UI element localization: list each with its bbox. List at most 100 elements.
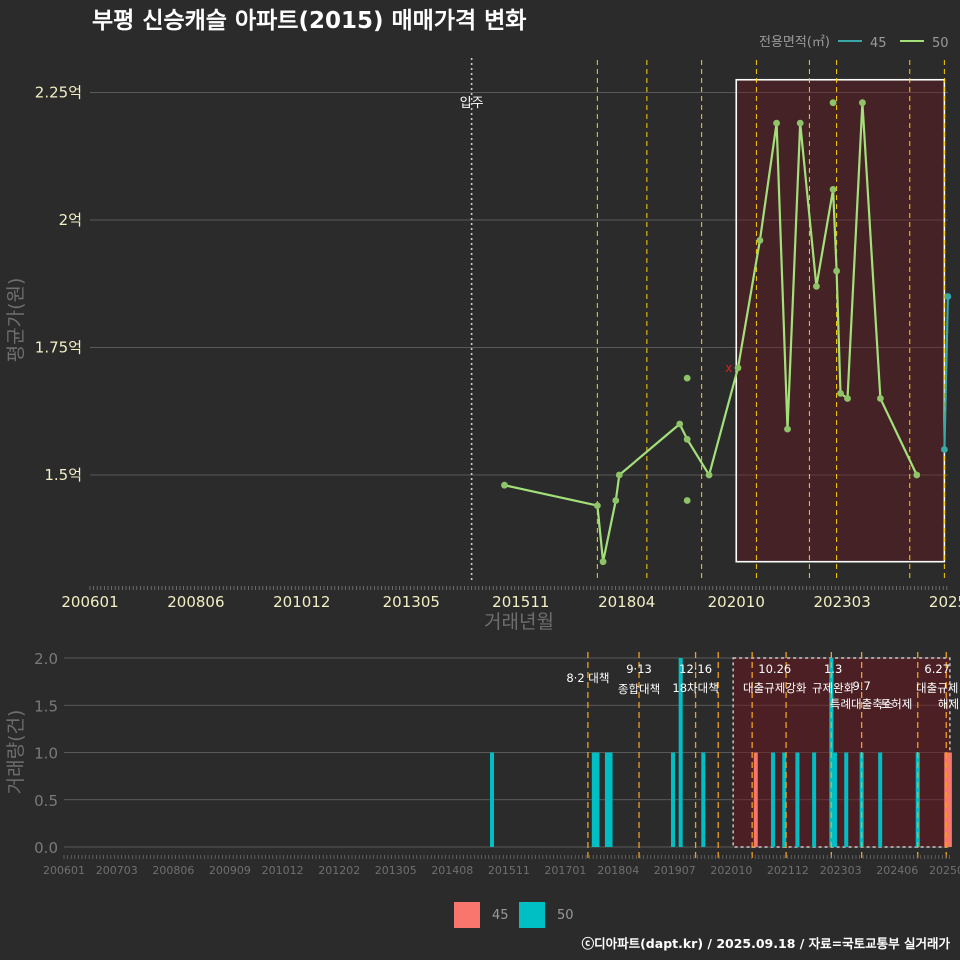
bottom-xtick-label: 201012 — [262, 864, 304, 877]
bottom-legend-label-45: 45 — [492, 908, 509, 923]
bottom-xtick-label: 200601 — [43, 864, 85, 877]
top-xtick-label: 200601 — [61, 593, 118, 611]
bottom-xtick-label: 201511 — [488, 864, 530, 877]
volume-bar-50 — [604, 752, 609, 847]
top-xtick-label: 201012 — [273, 593, 330, 611]
series-point-50 — [859, 99, 866, 107]
legend-label-50: 50 — [932, 36, 949, 51]
bottom-xtick-label: 202010 — [710, 864, 752, 877]
bottom-ytick-label: 1.5 — [34, 697, 58, 715]
series-point-50 — [615, 471, 623, 479]
move-in-label: 입주 — [460, 96, 484, 111]
bottom-xtick-label: 201202 — [318, 864, 360, 877]
policy-date-label: 9.7 — [852, 679, 870, 693]
volume-bar-50 — [844, 752, 849, 847]
series-point-50 — [501, 481, 508, 489]
volume-bar-50 — [608, 752, 613, 847]
series-point-50 — [683, 497, 691, 504]
policy-date-label: 8·2 대책 — [566, 671, 609, 685]
top-ytick-label: 1.5억 — [44, 466, 82, 484]
series-point-50 — [599, 558, 607, 566]
bottom-ytick-label: 1.0 — [34, 745, 58, 763]
bottom-xtick-label: 201804 — [597, 864, 639, 877]
top-ytick-label: 2.25억 — [35, 84, 82, 102]
volume-bar-50 — [795, 752, 800, 847]
series-point-50 — [773, 119, 780, 127]
bottom-yaxis-title: 거래량(건) — [5, 710, 27, 795]
series-point-50 — [676, 420, 684, 428]
top-ytick-label: 2억 — [59, 211, 82, 229]
bottom-legend-label-50: 50 — [557, 908, 574, 923]
series-point-50 — [705, 471, 713, 479]
top-ytick-label: 1.75억 — [35, 339, 82, 357]
volume-bar-50 — [812, 752, 817, 847]
policy-date-label: 1.3 — [824, 662, 842, 676]
bottom-ytick-label: 2.0 — [34, 650, 58, 668]
volume-bar-45 — [753, 752, 758, 847]
series-point-50 — [683, 435, 691, 443]
bottom-highlight-box — [732, 657, 951, 848]
bottom-xtick-label: 200703 — [96, 864, 138, 877]
series-point-50 — [796, 119, 804, 127]
bottom-xtick-label: 201408 — [431, 864, 473, 877]
volume-bar-50 — [770, 752, 775, 847]
legend-title: 전용면적(㎡) — [759, 35, 830, 50]
series-point-50 — [913, 471, 921, 479]
top-xtick-label: 2025 — [929, 593, 960, 611]
volume-bar-50 — [832, 752, 837, 847]
legend-label-45: 45 — [870, 36, 887, 51]
bottom-xtick-label: 201305 — [375, 864, 417, 877]
policy-name-label: 대출규제 — [916, 681, 958, 695]
bottom-ytick-label: 0.0 — [34, 839, 58, 857]
top-xtick-label: 201804 — [598, 593, 655, 611]
series-point-50 — [837, 390, 844, 397]
series-point-50 — [683, 374, 691, 382]
volume-bar-50 — [670, 752, 675, 847]
series-point-50 — [813, 282, 820, 290]
top-xtick-label: 201305 — [383, 593, 440, 611]
footer-credit: ⓒ디아파트(dapt.kr) / 2025.09.18 / 자료=국토교통부 실… — [582, 936, 951, 951]
series-point-50 — [876, 395, 884, 402]
volume-bar-50 — [782, 752, 787, 847]
bottom-xtick-label: 202406 — [876, 864, 918, 877]
volume-bar-50 — [859, 752, 864, 847]
series-point-50 — [829, 186, 837, 193]
series-point-50 — [833, 267, 840, 275]
series-point-45 — [940, 446, 948, 453]
bottom-xtick-label: 201701 — [544, 864, 586, 877]
series-point-50 — [844, 395, 851, 402]
chart-title: 부평 신승캐슬 아파트(2015) 매매가격 변화 — [92, 8, 526, 34]
top-xaxis-title: 거래년월 — [484, 611, 554, 633]
series-point-50 — [756, 237, 764, 244]
policy-date-label: 9·13 — [626, 662, 652, 676]
top-xtick-label: 202303 — [814, 593, 871, 611]
policy-name-label: 18차대책 — [672, 681, 718, 695]
policy-name-label: 종합대책 — [618, 682, 660, 696]
policy-name-label: 규제완화 — [812, 681, 855, 695]
bottom-xtick-label: 200909 — [209, 864, 251, 877]
series-point-45 — [944, 293, 952, 300]
policy-date-label: 6.27 — [924, 662, 950, 676]
bottom-xtick-label: 202112 — [767, 864, 809, 877]
top-yaxis-title: 평균가(원) — [5, 278, 27, 363]
bottom-ytick-label: 0.5 — [34, 792, 58, 810]
volume-bar-50 — [878, 752, 883, 847]
volume-bar-50 — [701, 752, 706, 847]
bottom-xtick-label: 200806 — [152, 864, 194, 877]
policy-date-label: 10.26 — [758, 662, 791, 676]
volume-bar-50 — [678, 658, 683, 847]
top-xtick-label: 200806 — [167, 593, 224, 611]
policy-name-label: 특례대출축소 — [830, 697, 893, 711]
volume-bar-50 — [915, 752, 920, 847]
volume-bar-50 — [591, 752, 596, 847]
bottom-xtick-label: 202508 — [929, 864, 960, 877]
series-point-50 — [829, 99, 837, 107]
series-point-50 — [784, 425, 791, 433]
bottom-xtick-label: 201907 — [654, 864, 696, 877]
volume-bar-50 — [595, 752, 600, 847]
series-point-50 — [612, 497, 620, 504]
series-point-50 — [734, 364, 742, 372]
top-xtick-label: 201511 — [492, 593, 549, 611]
top-xtick-label: 202010 — [708, 593, 765, 611]
volume-bar-45 — [947, 752, 952, 847]
